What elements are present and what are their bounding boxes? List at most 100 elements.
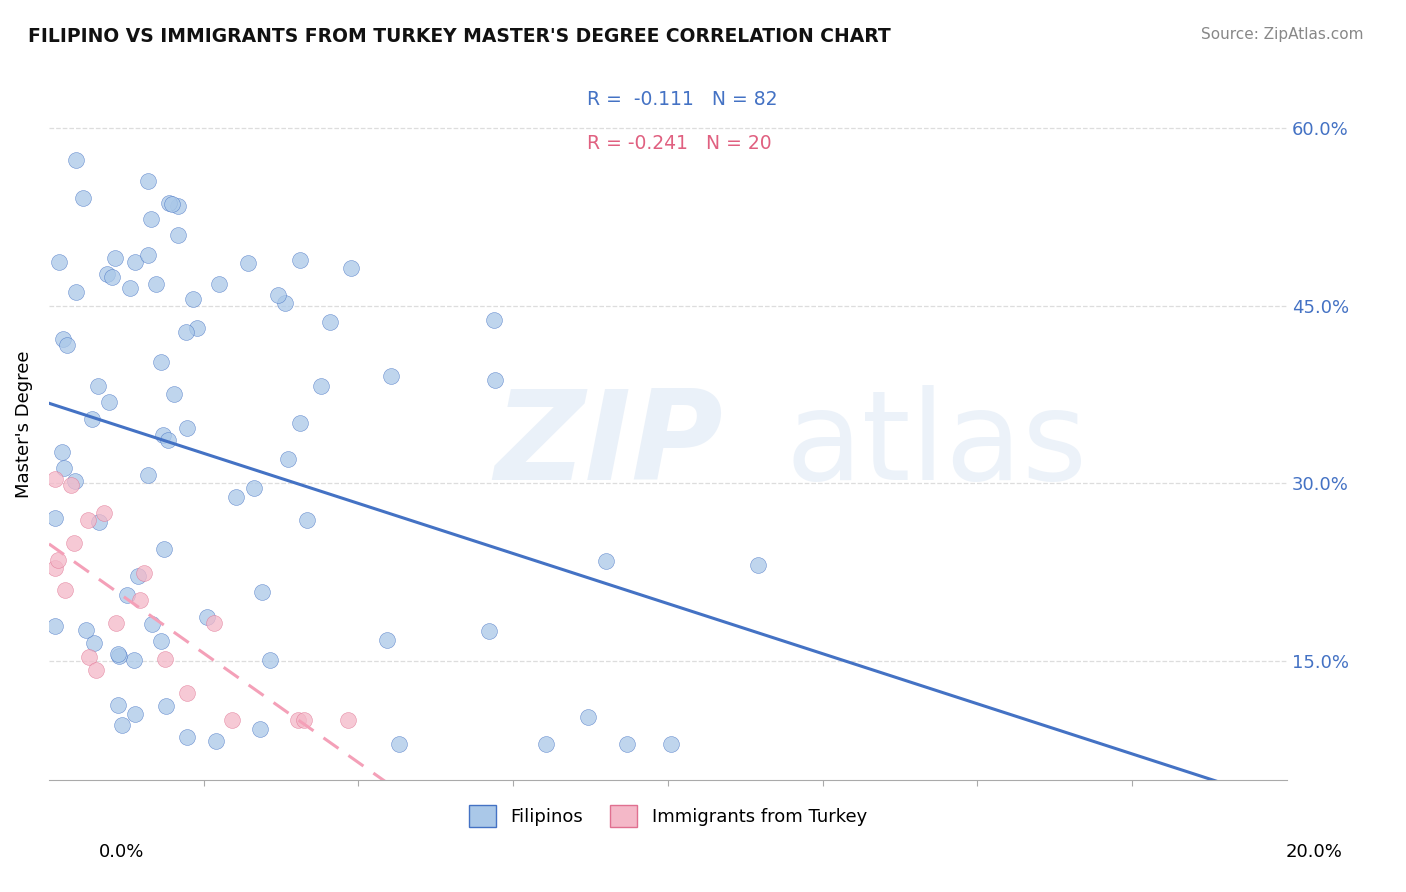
Point xyxy=(478,624,501,638)
Point xyxy=(176,730,198,744)
Text: Source: ZipAtlas.com: Source: ZipAtlas.com xyxy=(1201,27,1364,42)
Point xyxy=(149,633,172,648)
Point xyxy=(48,255,70,269)
Point xyxy=(65,153,87,167)
Point xyxy=(138,467,160,482)
Point xyxy=(63,475,86,489)
Point xyxy=(176,325,198,339)
Point xyxy=(484,373,506,387)
Point xyxy=(204,734,226,748)
Point xyxy=(309,379,332,393)
Point xyxy=(118,280,141,294)
Point xyxy=(44,511,66,525)
Point xyxy=(44,472,66,486)
Point xyxy=(139,211,162,226)
Point xyxy=(101,269,124,284)
Point xyxy=(53,583,76,598)
Point xyxy=(236,256,259,270)
Point xyxy=(108,648,131,663)
Point xyxy=(167,228,190,243)
Point xyxy=(337,714,360,728)
Point xyxy=(107,647,129,661)
Point xyxy=(72,191,94,205)
Point xyxy=(259,653,281,667)
Point xyxy=(225,491,247,505)
Point xyxy=(292,714,315,728)
Point xyxy=(162,197,184,211)
Point xyxy=(159,195,181,210)
Point xyxy=(208,277,231,291)
Point xyxy=(747,558,769,573)
Point xyxy=(52,460,75,475)
Point xyxy=(77,512,100,526)
Point xyxy=(52,331,75,345)
Point xyxy=(375,633,398,648)
Point xyxy=(111,718,134,732)
Point xyxy=(84,664,107,678)
Point xyxy=(195,609,218,624)
Point xyxy=(166,198,188,212)
Point xyxy=(595,554,617,568)
Point xyxy=(44,561,66,575)
Point xyxy=(124,255,146,269)
Point xyxy=(287,714,309,728)
Point xyxy=(138,247,160,261)
Text: ZIP: ZIP xyxy=(495,385,723,506)
Point xyxy=(87,515,110,529)
Text: atlas: atlas xyxy=(786,385,1088,506)
Point xyxy=(46,553,69,567)
Point xyxy=(105,616,128,631)
Point xyxy=(290,416,312,430)
Point xyxy=(252,585,274,599)
Point xyxy=(115,588,138,602)
Point xyxy=(51,444,73,458)
Point xyxy=(155,651,177,665)
Point xyxy=(86,379,108,393)
Y-axis label: Master's Degree: Master's Degree xyxy=(15,351,32,498)
Point xyxy=(267,288,290,302)
Point xyxy=(340,260,363,275)
Point xyxy=(576,710,599,724)
Point xyxy=(202,616,225,631)
Point xyxy=(155,699,177,714)
Text: R = -0.241   N = 20: R = -0.241 N = 20 xyxy=(588,134,772,153)
Point xyxy=(288,252,311,267)
Point xyxy=(132,566,155,580)
Point xyxy=(96,267,118,281)
Point xyxy=(277,452,299,467)
Point xyxy=(484,313,506,327)
Point xyxy=(534,737,557,751)
Point xyxy=(129,592,152,607)
Point xyxy=(274,295,297,310)
Point xyxy=(319,315,342,329)
Point xyxy=(104,251,127,265)
Point xyxy=(107,698,129,713)
Point xyxy=(186,321,208,335)
Point xyxy=(153,542,176,557)
Point xyxy=(249,722,271,736)
Point xyxy=(124,707,146,722)
Point xyxy=(243,481,266,495)
Text: FILIPINO VS IMMIGRANTS FROM TURKEY MASTER'S DEGREE CORRELATION CHART: FILIPINO VS IMMIGRANTS FROM TURKEY MASTE… xyxy=(28,27,891,45)
Point xyxy=(176,686,198,700)
Point xyxy=(77,650,100,665)
Text: R =  -0.111   N = 82: R = -0.111 N = 82 xyxy=(588,90,778,109)
Point xyxy=(616,737,638,751)
Text: 20.0%: 20.0% xyxy=(1286,843,1343,861)
Point xyxy=(62,536,84,550)
Point xyxy=(56,338,79,352)
Point xyxy=(145,277,167,291)
Point xyxy=(176,421,198,435)
Point xyxy=(59,478,82,492)
Point xyxy=(163,386,186,401)
Point xyxy=(149,355,172,369)
Point xyxy=(83,636,105,650)
Point xyxy=(93,506,115,520)
Point xyxy=(221,714,243,728)
Point xyxy=(136,173,159,187)
Point xyxy=(75,623,97,637)
Point xyxy=(80,411,103,425)
Point xyxy=(295,513,318,527)
Point xyxy=(181,293,204,307)
Point xyxy=(122,653,145,667)
